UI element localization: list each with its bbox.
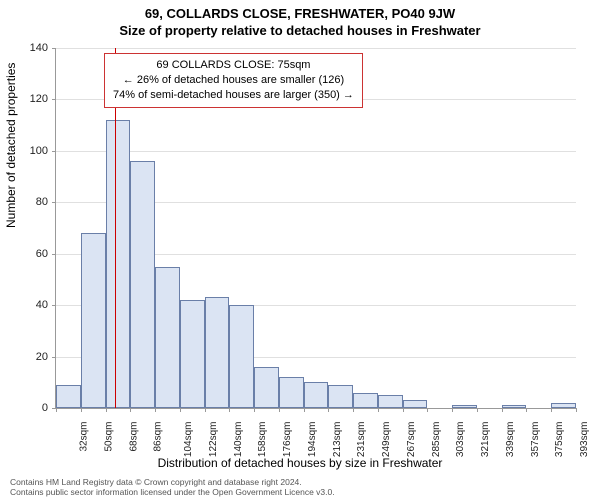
y-tick-mark	[52, 305, 56, 306]
y-tick-mark	[52, 48, 56, 49]
histogram-bar	[304, 382, 329, 408]
x-tick-mark	[81, 408, 82, 412]
histogram-bar	[81, 233, 106, 408]
annotation-box: 69 COLLARDS CLOSE: 75sqm← 26% of detache…	[104, 53, 363, 108]
x-tick-label: 158sqm	[257, 422, 268, 458]
y-tick-label: 100	[18, 145, 48, 157]
y-tick-mark	[52, 99, 56, 100]
x-tick-mark	[477, 408, 478, 412]
plot-region: 02040608010012014032sqm50sqm68sqm86sqm10…	[55, 48, 576, 409]
x-tick-label: 249sqm	[381, 422, 392, 458]
histogram-bar	[205, 297, 230, 408]
y-tick-mark	[52, 151, 56, 152]
x-tick-label: 194sqm	[307, 422, 318, 458]
histogram-bar	[56, 385, 81, 408]
x-tick-mark	[502, 408, 503, 412]
x-tick-mark	[304, 408, 305, 412]
x-tick-label: 32sqm	[79, 422, 90, 452]
x-tick-mark	[526, 408, 527, 412]
histogram-bar	[254, 367, 279, 408]
footer-attribution: Contains HM Land Registry data © Crown c…	[10, 477, 335, 498]
histogram-bar	[328, 385, 353, 408]
histogram-bar	[403, 400, 428, 408]
histogram-bar	[155, 267, 180, 408]
histogram-bar	[130, 161, 155, 408]
x-tick-label: 267sqm	[406, 422, 417, 458]
x-tick-label: 50sqm	[103, 422, 114, 452]
histogram-bar	[378, 395, 403, 408]
x-tick-mark	[56, 408, 57, 412]
x-tick-mark	[106, 408, 107, 412]
y-tick-label: 40	[18, 299, 48, 311]
x-tick-label: 303sqm	[456, 422, 467, 458]
x-tick-mark	[229, 408, 230, 412]
y-tick-label: 80	[18, 196, 48, 208]
histogram-bar	[229, 305, 254, 408]
x-tick-label: 104sqm	[183, 422, 194, 458]
x-tick-label: 357sqm	[530, 422, 541, 458]
histogram-bar	[279, 377, 304, 408]
y-tick-mark	[52, 254, 56, 255]
x-tick-label: 375sqm	[555, 422, 566, 458]
x-tick-label: 176sqm	[282, 422, 293, 458]
histogram-bar	[353, 393, 378, 408]
y-tick-label: 20	[18, 351, 48, 363]
y-tick-mark	[52, 202, 56, 203]
y-tick-label: 60	[18, 248, 48, 260]
histogram-bar	[452, 405, 477, 408]
histogram-bar	[551, 403, 576, 408]
x-tick-mark	[353, 408, 354, 412]
x-tick-mark	[551, 408, 552, 412]
annotation-line-2: ← 26% of detached houses are smaller (12…	[113, 73, 354, 88]
x-tick-mark	[155, 408, 156, 412]
x-tick-label: 68sqm	[128, 422, 139, 452]
x-tick-mark	[279, 408, 280, 412]
histogram-bar	[180, 300, 205, 408]
histogram-bar	[106, 120, 131, 408]
gridline	[56, 151, 576, 152]
x-tick-label: 231sqm	[356, 422, 367, 458]
x-tick-mark	[254, 408, 255, 412]
y-tick-label: 120	[18, 93, 48, 105]
y-tick-label: 140	[18, 42, 48, 54]
x-tick-mark	[328, 408, 329, 412]
footer-line-2: Contains public sector information licen…	[10, 487, 335, 498]
x-tick-label: 213sqm	[332, 422, 343, 458]
chart-container: 69, COLLARDS CLOSE, FRESHWATER, PO40 9JW…	[0, 0, 600, 500]
x-tick-mark	[205, 408, 206, 412]
annotation-line-1: 69 COLLARDS CLOSE: 75sqm	[113, 58, 354, 73]
x-tick-label: 339sqm	[505, 422, 516, 458]
x-tick-label: 140sqm	[233, 422, 244, 458]
x-tick-mark	[452, 408, 453, 412]
gridline	[56, 48, 576, 49]
y-tick-label: 0	[18, 402, 48, 414]
x-axis-label: Distribution of detached houses by size …	[0, 456, 600, 470]
x-tick-mark	[576, 408, 577, 412]
x-tick-mark	[378, 408, 379, 412]
x-tick-mark	[427, 408, 428, 412]
x-tick-label: 86sqm	[153, 422, 164, 452]
x-tick-label: 285sqm	[431, 422, 442, 458]
x-tick-label: 321sqm	[480, 422, 491, 458]
x-tick-label: 122sqm	[208, 422, 219, 458]
title-main: 69, COLLARDS CLOSE, FRESHWATER, PO40 9JW	[0, 0, 600, 21]
chart-area: 02040608010012014032sqm50sqm68sqm86sqm10…	[55, 48, 575, 408]
y-tick-mark	[52, 357, 56, 358]
histogram-bar	[502, 405, 527, 408]
title-sub: Size of property relative to detached ho…	[0, 21, 600, 38]
x-tick-label: 393sqm	[579, 422, 590, 458]
annotation-line-3: 74% of semi-detached houses are larger (…	[113, 88, 354, 103]
x-tick-mark	[180, 408, 181, 412]
footer-line-1: Contains HM Land Registry data © Crown c…	[10, 477, 335, 488]
x-tick-mark	[130, 408, 131, 412]
x-tick-mark	[403, 408, 404, 412]
y-axis-label: Number of detached properties	[4, 63, 18, 228]
